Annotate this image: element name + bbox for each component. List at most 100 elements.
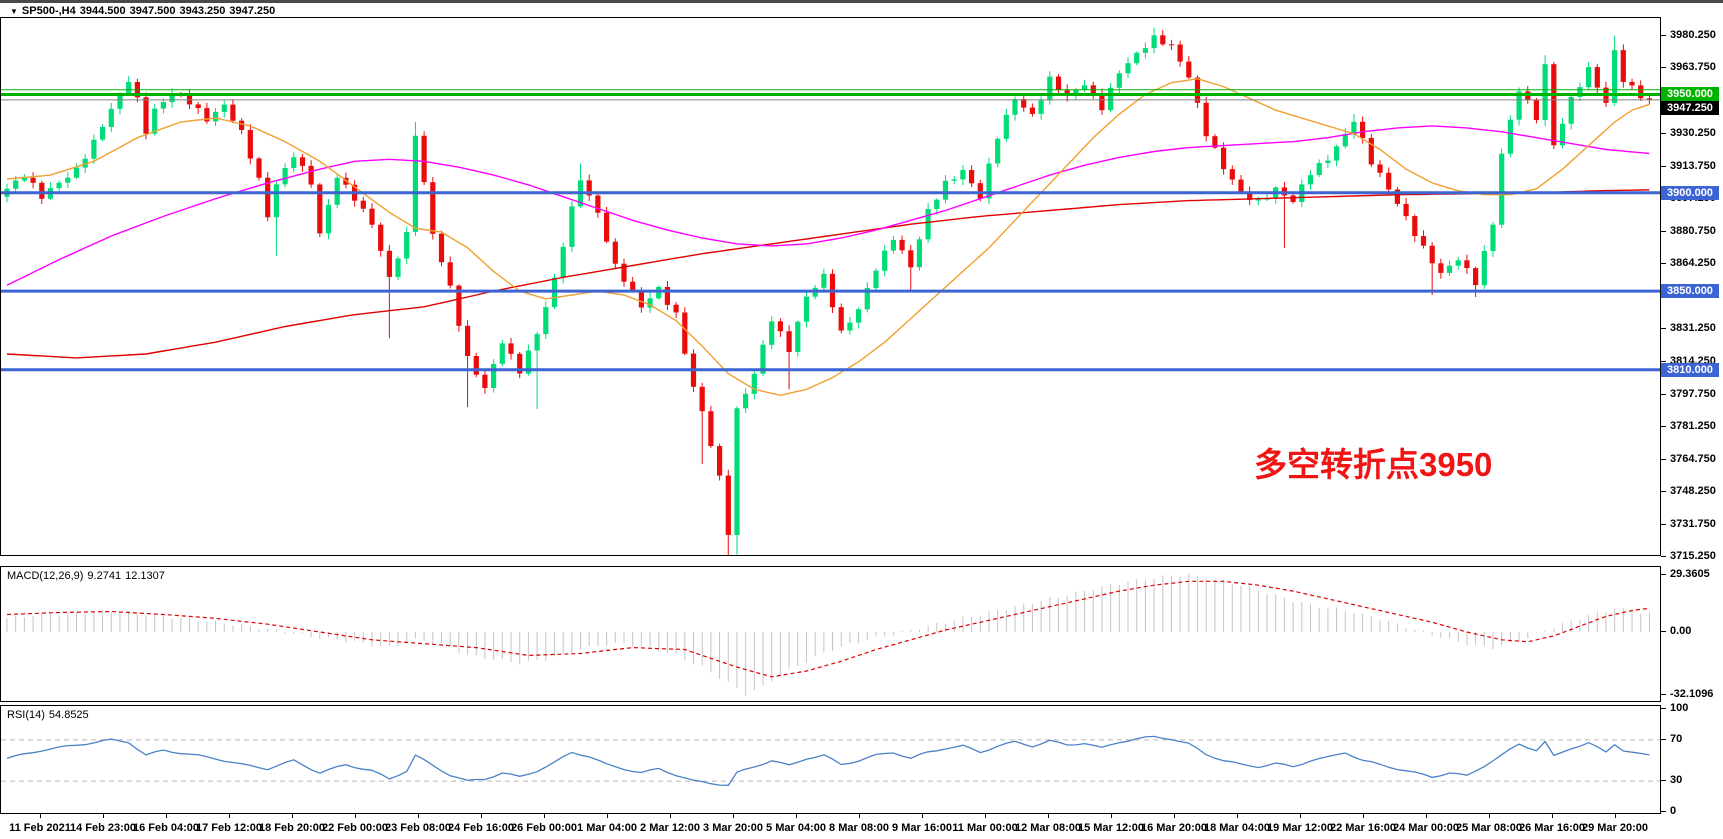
time-tick-mark: [40, 814, 41, 818]
symbol-dropdown-icon[interactable]: ▼: [10, 7, 18, 16]
price-tick-label: 3715.250: [1670, 550, 1716, 562]
time-tick-label: 12 Mar 08:00: [1014, 822, 1082, 834]
rsi-tick-label: 70: [1670, 733, 1683, 745]
rsi-tick-mark: [1661, 780, 1666, 781]
time-tick-label: 1 Mar 04:00: [577, 822, 637, 834]
time-tick-label: 3 Mar 20:00: [703, 822, 763, 834]
price-tick-mark: [1661, 231, 1666, 232]
time-tick-mark: [607, 814, 608, 818]
ohlc-close: 3947.250: [229, 5, 276, 17]
time-tick-label: 14 Feb 23:00: [69, 822, 137, 834]
macd-tick-label: 0.00: [1670, 625, 1692, 637]
candlestick-chart[interactable]: [1, 18, 1660, 555]
time-tick-mark: [355, 814, 356, 818]
annotation-text: 多空转折点3950: [1254, 446, 1493, 483]
price-tick-mark: [1661, 328, 1666, 329]
time-tick-mark: [418, 814, 419, 818]
main-chart-panel: 多空转折点3950: [0, 17, 1661, 556]
time-tick-label: 24 Feb 16:00: [447, 822, 515, 834]
time-tick-label: 25 Mar 08:00: [1455, 822, 1523, 834]
time-tick-label: 24 Mar 00:00: [1392, 822, 1460, 834]
time-tick-label: 29 Mar 20:00: [1581, 822, 1649, 834]
time-tick-mark: [1048, 814, 1049, 818]
time-tick-label: 23 Feb 08:00: [384, 822, 452, 834]
macd-tick-mark: [1661, 574, 1666, 575]
time-tick-mark: [1426, 814, 1427, 818]
rsi-tick-mark: [1661, 739, 1666, 740]
time-tick-label: 19 Mar 12:00: [1266, 822, 1334, 834]
price-level-badge: 3900.000: [1661, 186, 1719, 200]
time-tick-mark: [796, 814, 797, 818]
time-tick-label: 22 Feb 00:00: [321, 822, 389, 834]
time-tick-mark: [733, 814, 734, 818]
time-tick-mark: [1174, 814, 1175, 818]
price-tick-label: 3731.750: [1670, 518, 1716, 530]
macd-tick-label: -32.1096: [1670, 688, 1714, 700]
ohlc-low: 3943.250: [179, 5, 226, 17]
price-tick-mark: [1661, 491, 1666, 492]
time-tick-mark: [481, 814, 482, 818]
price-tick-label: 3864.250: [1670, 257, 1716, 269]
time-tick-label: 16 Mar 20:00: [1140, 822, 1208, 834]
rsi-value: 54.8525: [48, 709, 89, 721]
time-tick-mark: [103, 814, 104, 818]
time-tick-label: 26 Feb 00:00: [510, 822, 578, 834]
ohlc-high: 3947.500: [129, 5, 176, 17]
rsi-chart[interactable]: [1, 706, 1660, 813]
price-tick-label: 3831.250: [1670, 322, 1716, 334]
macd-chart[interactable]: [1, 567, 1660, 701]
macd-label: MACD(12,26,9) 9.2741 12.1307: [7, 570, 169, 582]
time-tick-mark: [670, 814, 671, 818]
rsi-tick-label: 0: [1670, 805, 1677, 817]
time-tick-mark: [922, 814, 923, 818]
ohlc-open: 3944.500: [79, 5, 126, 17]
price-level-badge: 3850.000: [1661, 284, 1719, 298]
time-tick-label: 17 Feb 12:00: [195, 822, 263, 834]
symbol-timeframe-label: SP500-,H4: [21, 5, 76, 17]
time-tick-mark: [292, 814, 293, 818]
rsi-tick-label: 100: [1670, 702, 1689, 714]
time-tick-mark: [544, 814, 545, 818]
price-tick-mark: [1661, 361, 1666, 362]
price-tick-label: 3980.250: [1670, 29, 1716, 41]
time-tick-label: 16 Feb 04:00: [132, 822, 200, 834]
time-tick-label: 8 Mar 08:00: [829, 822, 889, 834]
price-tick-mark: [1661, 524, 1666, 525]
price-level-badge: 3950.000: [1661, 87, 1719, 101]
time-axis[interactable]: 11 Feb 2021 14 Feb 23:00 16 Feb 04:00 17 Fe…: [0, 814, 1661, 839]
time-tick-label: 11 Mar 00:00: [952, 822, 1018, 834]
macd-signal-value: 12.1307: [125, 570, 165, 582]
macd-name: MACD(12,26,9): [7, 570, 84, 582]
price-tick-mark: [1661, 133, 1666, 134]
price-tick-mark: [1661, 556, 1666, 557]
price-tick-label: 3963.750: [1670, 61, 1716, 73]
time-tick-mark: [1489, 814, 1490, 818]
price-tick-label: 3930.250: [1670, 127, 1716, 139]
price-axis[interactable]: 3980.2503963.7503930.2503913.7503897.250…: [1661, 3, 1723, 839]
price-tick-label: 3880.750: [1670, 225, 1716, 237]
price-tick-mark: [1661, 35, 1666, 36]
rsi-name: RSI(14): [7, 709, 45, 721]
price-level-badge: 3947.250: [1661, 101, 1719, 115]
time-tick-label: 26 Mar 16:00: [1518, 822, 1586, 834]
time-tick-label: 9 Mar 16:00: [892, 822, 952, 834]
time-tick-label: 5 Mar 04:00: [766, 822, 826, 834]
rsi-tick-label: 30: [1670, 774, 1683, 786]
price-tick-mark: [1661, 67, 1666, 68]
macd-tick-label: 29.3605: [1670, 568, 1710, 580]
macd-tick-mark: [1661, 694, 1666, 695]
price-tick-mark: [1661, 263, 1666, 264]
price-tick-mark: [1661, 394, 1666, 395]
macd-tick-mark: [1661, 631, 1666, 632]
time-tick-mark: [1615, 814, 1616, 818]
time-tick-mark: [1111, 814, 1112, 818]
time-tick-label: 18 Mar 04:00: [1203, 822, 1271, 834]
time-tick-mark: [1363, 814, 1364, 818]
price-tick-mark: [1661, 166, 1666, 167]
rsi-panel: RSI(14) 54.8525: [0, 705, 1661, 814]
time-tick-label: 15 Mar 12:00: [1077, 822, 1145, 834]
rsi-tick-mark: [1661, 811, 1666, 812]
price-tick-label: 3764.750: [1670, 453, 1716, 465]
price-tick-mark: [1661, 459, 1666, 460]
